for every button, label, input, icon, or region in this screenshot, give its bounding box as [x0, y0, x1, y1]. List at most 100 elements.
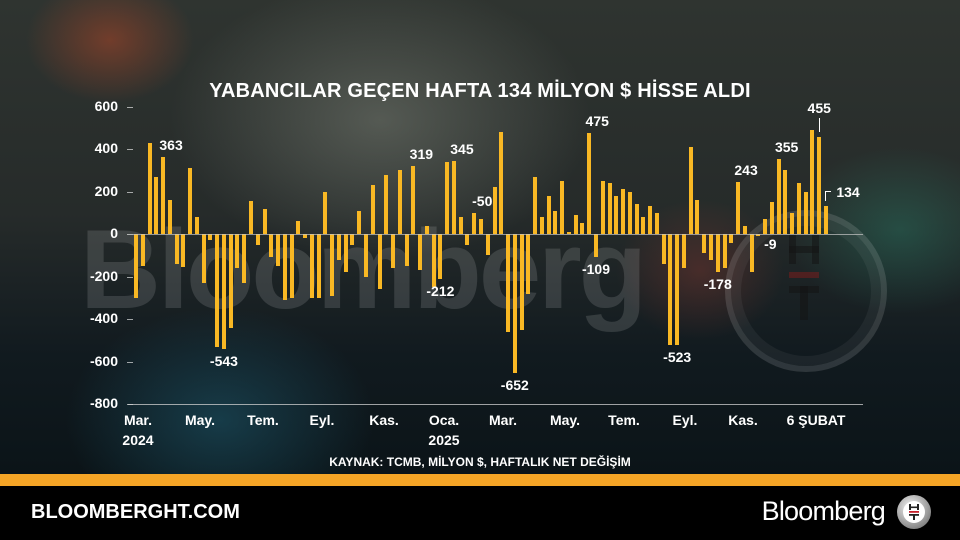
chart-bar	[384, 174, 389, 234]
chart-bar	[512, 234, 517, 373]
x-tick-label: Kas.	[369, 410, 399, 430]
chart-bar	[614, 195, 619, 234]
chart-bar	[391, 234, 396, 268]
orange-band	[0, 474, 960, 486]
value-label: -543	[209, 353, 238, 370]
value-label: -178	[703, 275, 732, 292]
value-label: -523	[663, 349, 692, 366]
chart-bar	[451, 160, 456, 234]
chart-bar	[594, 234, 598, 258]
chart-bar	[560, 180, 565, 234]
chart-bar	[445, 161, 450, 234]
footer-brand-logo: Bloomberg	[761, 496, 886, 526]
chart-bar	[790, 212, 795, 234]
chart-bar	[465, 234, 470, 245]
value-label: -212	[426, 283, 455, 300]
chart-bar	[249, 201, 253, 234]
chart-bar	[566, 231, 571, 234]
chart-bar	[641, 217, 646, 234]
y-tick-label: 400	[94, 140, 118, 156]
chart-bar	[702, 234, 707, 254]
chart-bar	[357, 210, 362, 234]
chart-bar	[546, 195, 551, 234]
chart-bar	[749, 234, 754, 273]
chart-bar	[492, 187, 497, 234]
chart-bar	[424, 225, 429, 234]
value-label: -109	[581, 261, 611, 278]
chart-bar	[539, 217, 544, 234]
chart-bar	[729, 234, 734, 243]
x-tick-month: Eyl.	[309, 412, 335, 428]
y-tick-label: -600	[89, 352, 118, 369]
x-tick-label: 6 ŞUBAT	[787, 410, 846, 430]
chart-bar	[330, 234, 335, 296]
chart-bar	[188, 168, 193, 234]
chart-bar	[573, 214, 578, 234]
x-tick-year: 2024	[122, 432, 154, 448]
chart-bar	[134, 234, 138, 298]
chart-bar	[776, 158, 781, 234]
chart-bar	[336, 234, 341, 260]
x-tick-label: Eyl.	[673, 410, 698, 430]
x-tick-month: May.	[549, 412, 581, 428]
x-tick-month: Eyl.	[672, 412, 698, 428]
chart-bar	[607, 183, 612, 234]
chart-bar	[627, 191, 632, 234]
value-label: -9	[764, 236, 777, 252]
x-tick-month: May.	[184, 412, 216, 428]
y-tick-mark	[127, 191, 133, 193]
chart-bar	[648, 206, 653, 234]
chart-title: YABANCILAR GEÇEN HAFTA 134 MİLYON $ HİSS…	[209, 80, 751, 102]
y-tick-label: 0	[110, 225, 118, 241]
zero-line	[133, 234, 863, 235]
chart-bar	[810, 129, 815, 234]
chart-bar	[276, 234, 281, 266]
chart-bar	[262, 208, 267, 234]
x-axis-line	[128, 404, 863, 405]
chart-bar	[479, 219, 483, 234]
chart-bar	[688, 146, 693, 234]
x-tick-month: Tem.	[608, 412, 640, 428]
chart-bar	[769, 202, 774, 234]
chart-bar	[803, 191, 808, 234]
chart-bar	[208, 234, 213, 241]
chart-bar	[181, 234, 186, 267]
chart-bar	[485, 234, 490, 256]
x-tick-month: 6 ŞUBAT	[786, 412, 846, 428]
x-tick-label: Tem.	[608, 410, 640, 430]
y-tick-mark	[127, 149, 133, 150]
callout-line	[825, 191, 826, 201]
chart-bar	[221, 234, 226, 350]
chart-bar	[458, 217, 463, 234]
chart-bar	[147, 142, 152, 234]
chart-bar	[675, 234, 680, 346]
chart-bar	[736, 182, 741, 234]
chart-bar	[681, 234, 686, 268]
background-image: Bloomberg	[0, 0, 960, 474]
chart-bar	[235, 234, 240, 268]
chart-bar	[621, 189, 626, 234]
y-tick-mark	[127, 106, 133, 108]
footer-site-link[interactable]: BLOOMBERGHT.COM	[31, 501, 240, 523]
chart-bar	[715, 234, 720, 272]
x-tick-label: Eyl.	[310, 410, 335, 430]
x-tick-label: May.	[550, 410, 580, 430]
chart-bar	[215, 234, 220, 347]
chart-bar	[533, 176, 538, 234]
chart-bar	[411, 166, 416, 234]
chart-bar	[201, 234, 206, 283]
footer: BLOOMBERGHT.COM Bloomberg	[0, 486, 960, 540]
y-tick-mark	[127, 276, 133, 278]
value-label: 345	[450, 140, 474, 157]
chart-bar	[167, 200, 172, 234]
chart-bar	[817, 137, 822, 234]
y-tick-mark	[127, 361, 133, 363]
chart-bar	[269, 234, 274, 258]
x-tick-label: May.	[185, 410, 215, 430]
chart-bar	[303, 234, 308, 239]
ht-logo-icon	[897, 495, 931, 529]
x-tick-label: Oca. 2025	[428, 410, 459, 450]
chart-bar	[418, 234, 423, 271]
value-label: 134	[836, 184, 860, 200]
x-tick-label: Mar. 2024	[122, 410, 153, 450]
